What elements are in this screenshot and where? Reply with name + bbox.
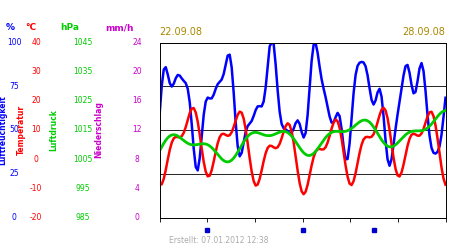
Text: 0: 0 [135,213,140,222]
Text: 100: 100 [7,38,22,47]
Text: 0: 0 [34,155,38,164]
Text: Temperatur: Temperatur [17,105,26,155]
Text: 1005: 1005 [73,155,93,164]
Text: mm/h: mm/h [105,23,134,32]
Text: 4: 4 [135,184,140,193]
Text: 40: 40 [31,38,41,47]
Text: 50: 50 [9,126,19,134]
Text: 16: 16 [132,96,142,105]
Text: 75: 75 [9,82,19,91]
Text: 12: 12 [132,126,142,134]
Text: 25: 25 [9,169,19,178]
Text: 1015: 1015 [74,126,93,134]
Text: 20: 20 [31,96,41,105]
Text: -20: -20 [30,213,42,222]
Text: °C: °C [25,23,36,32]
Text: 1025: 1025 [74,96,93,105]
Text: 10: 10 [31,126,41,134]
Text: Erstellt: 07.01.2012 12:38: Erstellt: 07.01.2012 12:38 [169,236,268,245]
Text: 8: 8 [135,155,140,164]
Text: 20: 20 [132,67,142,76]
Text: hPa: hPa [60,23,79,32]
Text: Luftdruck: Luftdruck [50,109,58,151]
Text: 28.09.08: 28.09.08 [403,27,446,37]
Text: 985: 985 [76,213,90,222]
Text: Luftfeuchtigkeit: Luftfeuchtigkeit [0,95,7,165]
Text: 0: 0 [12,213,17,222]
Text: -10: -10 [30,184,42,193]
Text: 30: 30 [31,67,41,76]
Text: 1045: 1045 [73,38,93,47]
Text: 1035: 1035 [73,67,93,76]
Text: %: % [5,23,14,32]
Text: 24: 24 [132,38,142,47]
Text: 995: 995 [76,184,90,193]
Text: 22.09.08: 22.09.08 [160,27,203,37]
Text: Niederschlag: Niederschlag [94,102,104,158]
